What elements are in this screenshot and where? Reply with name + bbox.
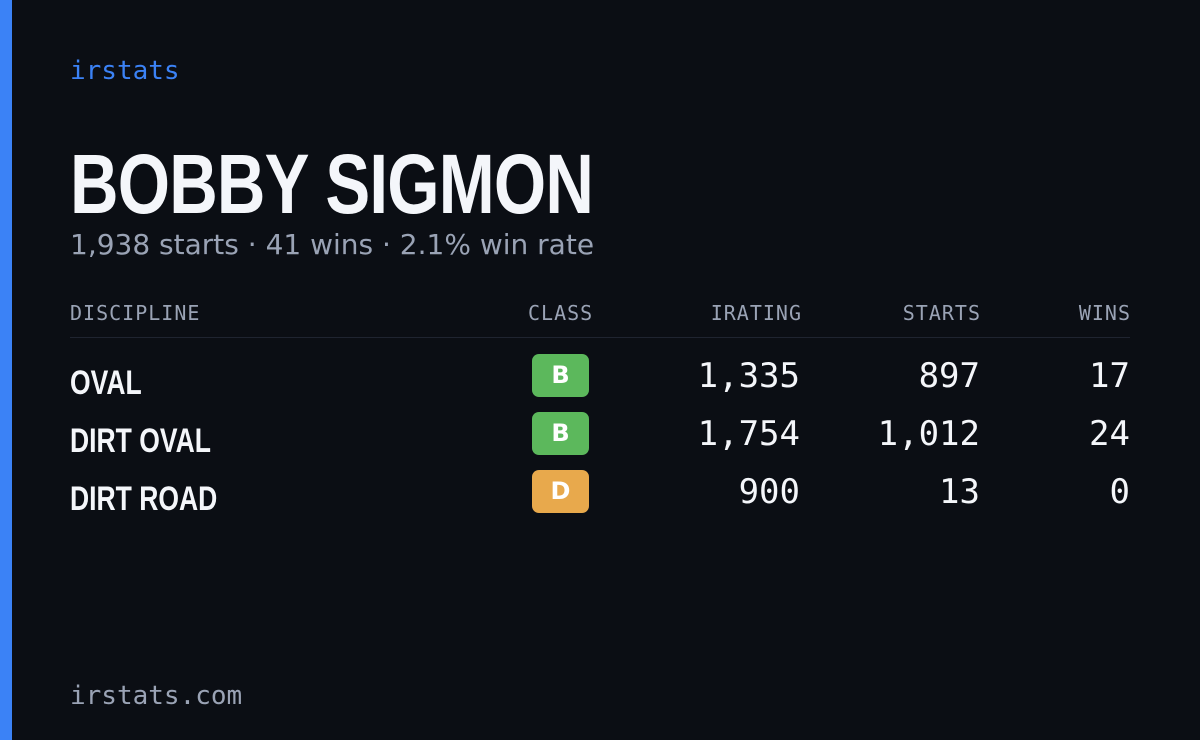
wins: 0 <box>1109 472 1130 512</box>
column-header: CLASS <box>528 301 594 325</box>
accent-bar <box>0 0 12 740</box>
header-rule <box>70 337 1130 338</box>
irating: 1,335 <box>697 356 800 396</box>
wins: 24 <box>1089 414 1130 454</box>
column-header: DISCIPLINE <box>70 301 201 325</box>
column-header: WINS <box>1078 301 1131 325</box>
starts: 13 <box>939 472 980 512</box>
footer-url: irstats.com <box>70 681 243 711</box>
player-name: BOBBY SIGMON <box>70 137 594 231</box>
column-header: STARTS <box>902 301 981 325</box>
discipline: OVAL <box>70 364 142 402</box>
starts: 897 <box>918 356 980 396</box>
class-badge: D <box>532 470 589 513</box>
class-badge: B <box>532 412 589 455</box>
discipline: DIRT ROAD <box>70 480 218 518</box>
irating: 900 <box>738 472 800 512</box>
column-header: IRATING <box>710 301 802 325</box>
player-summary: 1,938 starts · 41 wins · 2.1% win rate <box>70 228 595 261</box>
wins: 17 <box>1089 356 1130 396</box>
brand: irstats <box>70 56 180 86</box>
irating: 1,754 <box>697 414 800 454</box>
discipline: DIRT OVAL <box>70 422 211 460</box>
starts: 1,012 <box>877 414 980 454</box>
class-badge: B <box>532 354 589 397</box>
